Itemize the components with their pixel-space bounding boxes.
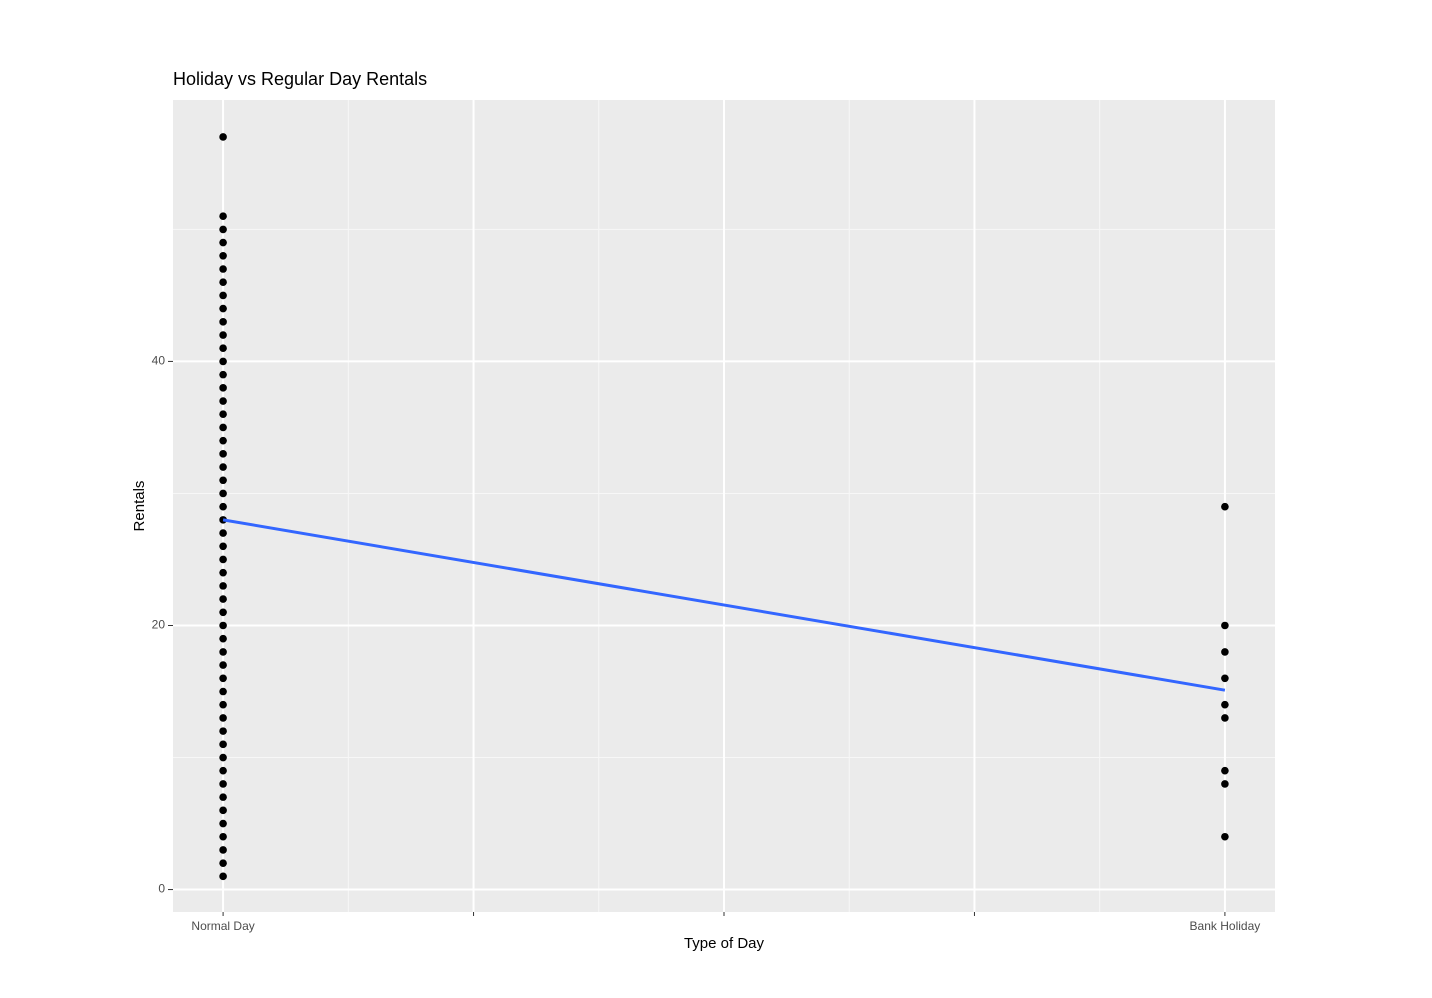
point	[219, 133, 227, 141]
point	[1221, 648, 1229, 656]
point	[219, 687, 227, 696]
point	[219, 582, 227, 590]
point	[219, 436, 227, 445]
y-tick-label: 40	[152, 354, 166, 368]
point	[219, 846, 227, 854]
point	[219, 278, 227, 287]
x-tick-label: Normal Day	[191, 919, 254, 933]
point	[219, 225, 227, 234]
point	[219, 780, 227, 788]
point	[219, 859, 227, 867]
point	[219, 542, 227, 551]
point	[219, 304, 227, 313]
point	[219, 608, 227, 617]
point	[219, 819, 227, 828]
y-tick-label: 0	[158, 882, 165, 896]
x-tick-label: Bank Holiday	[1190, 919, 1261, 933]
point	[219, 357, 227, 366]
point	[219, 251, 227, 260]
point	[219, 674, 227, 683]
point	[219, 344, 227, 353]
point	[219, 212, 227, 220]
point	[1221, 674, 1229, 683]
trend-line	[222, 518, 1226, 692]
chart-title: Holiday vs Regular Day Rentals	[173, 69, 427, 89]
point	[1221, 621, 1229, 630]
point	[219, 806, 227, 815]
point	[219, 238, 227, 247]
point	[219, 766, 227, 775]
point	[219, 476, 227, 485]
point	[219, 621, 227, 630]
y-tick-label: 20	[152, 618, 166, 632]
x-axis-title: Type of Day	[684, 935, 765, 952]
point	[219, 384, 227, 392]
point	[219, 727, 227, 735]
point	[219, 265, 227, 273]
point	[219, 555, 227, 564]
point	[219, 489, 227, 498]
y-axis-title: Rentals	[131, 481, 148, 532]
point	[219, 872, 227, 881]
point	[219, 753, 227, 762]
point	[219, 291, 227, 300]
point	[1221, 780, 1229, 788]
point	[219, 450, 227, 458]
point	[219, 423, 227, 432]
point	[219, 661, 227, 669]
point	[219, 568, 227, 577]
point	[219, 318, 227, 326]
point	[219, 331, 227, 339]
point	[1221, 714, 1229, 722]
point	[219, 595, 227, 603]
point	[219, 634, 227, 643]
point	[219, 502, 227, 511]
point	[219, 529, 227, 537]
point	[1221, 832, 1229, 841]
point	[219, 714, 227, 722]
point	[219, 740, 227, 749]
point	[219, 463, 227, 471]
point	[219, 832, 227, 841]
point	[219, 410, 227, 419]
point	[219, 648, 227, 656]
point	[219, 397, 227, 405]
point	[219, 370, 227, 379]
point	[219, 793, 227, 801]
point	[219, 700, 227, 709]
point	[1221, 502, 1229, 511]
point	[1221, 700, 1229, 709]
point	[1221, 766, 1229, 775]
